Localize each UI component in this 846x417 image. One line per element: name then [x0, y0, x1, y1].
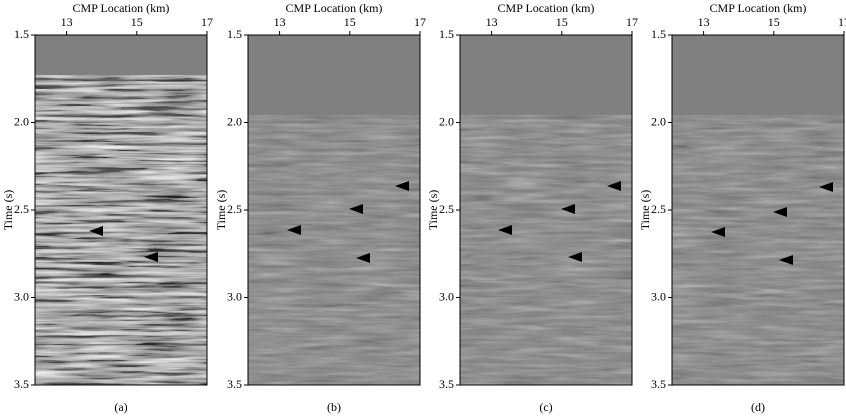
y-tick-label: 2.0	[651, 114, 666, 128]
x-tick-label: 15	[344, 15, 356, 29]
seismic-texture	[35, 75, 207, 385]
x-tick-label: 13	[274, 15, 286, 29]
panel: CMP Location (km) Time (s) (c) 13 15 17 1.5 2.0…	[426, 1, 638, 414]
y-tick-label: 2.5	[651, 202, 666, 216]
arrow-marker	[89, 226, 103, 236]
x-tick-label: 17	[626, 15, 638, 29]
panel: CMP Location (km) Time (s) (b) 13 15 17 1.5 2.0…	[214, 1, 426, 414]
arrow-marker	[711, 227, 725, 237]
y-tick-label: 3.5	[14, 377, 29, 391]
x-tick-label: 15	[768, 15, 780, 29]
arrow-marker	[819, 182, 833, 192]
x-tick-label: 15	[556, 15, 568, 29]
seismic-texture	[248, 115, 420, 385]
seismic-texture	[460, 115, 632, 385]
arrow-marker	[356, 253, 370, 263]
x-axis-title: CMP Location (km)	[286, 1, 383, 15]
y-tick-label: 2.0	[227, 114, 242, 128]
caption: (a)	[114, 400, 127, 414]
caption: (b)	[327, 400, 341, 414]
y-tick-label: 3.5	[227, 377, 242, 391]
arrow-marker	[568, 252, 582, 262]
y-tick-label: 1.5	[14, 27, 29, 41]
panel: CMP Location (km) Time (s) (a) 13 15 17 1.5 2.0…	[1, 1, 213, 414]
x-tick-label: 13	[61, 15, 73, 29]
y-tick-label: 3.0	[14, 289, 29, 303]
arrow-marker	[144, 252, 158, 262]
panel: CMP Location (km) Time (s) (d) 13 15 17 1.5 2.0…	[638, 1, 846, 414]
y-tick-label: 3.0	[227, 289, 242, 303]
x-tick-label: 13	[698, 15, 710, 29]
y-axis-title: Time (s)	[426, 190, 440, 231]
x-tick-label: 17	[414, 15, 426, 29]
arrow-marker	[395, 181, 409, 191]
arrow-marker	[773, 207, 787, 217]
caption: (d)	[751, 400, 765, 414]
y-tick-label: 1.5	[651, 27, 666, 41]
y-tick-label: 1.5	[227, 27, 242, 41]
y-tick-label: 3.0	[651, 289, 666, 303]
arrow-marker	[498, 225, 512, 235]
y-axis-title: Time (s)	[214, 190, 228, 231]
y-tick-label: 2.5	[227, 202, 242, 216]
y-tick-label: 1.5	[439, 27, 454, 41]
arrow-marker	[349, 204, 363, 214]
y-axis-title: Time (s)	[638, 190, 652, 231]
x-tick-label: 17	[838, 15, 846, 29]
y-axis-title: Time (s)	[1, 190, 15, 231]
arrow-marker	[607, 181, 621, 191]
arrow-marker	[287, 225, 301, 235]
arrow-marker	[779, 255, 793, 265]
x-axis-title: CMP Location (km)	[73, 1, 170, 15]
x-axis-title: CMP Location (km)	[710, 1, 807, 15]
y-tick-label: 3.0	[439, 289, 454, 303]
y-tick-label: 2.0	[439, 114, 454, 128]
arrow-marker	[561, 204, 575, 214]
y-tick-label: 2.0	[14, 114, 29, 128]
y-tick-label: 3.5	[651, 377, 666, 391]
x-tick-label: 13	[486, 15, 498, 29]
y-tick-label: 3.5	[439, 377, 454, 391]
y-tick-label: 2.5	[439, 202, 454, 216]
x-tick-label: 17	[201, 15, 213, 29]
caption: (c)	[539, 400, 552, 414]
seismic-top	[35, 35, 207, 75]
x-axis-title: CMP Location (km)	[498, 1, 595, 15]
x-tick-label: 15	[131, 15, 143, 29]
y-tick-label: 2.5	[14, 202, 29, 216]
seismic-texture	[672, 115, 844, 385]
